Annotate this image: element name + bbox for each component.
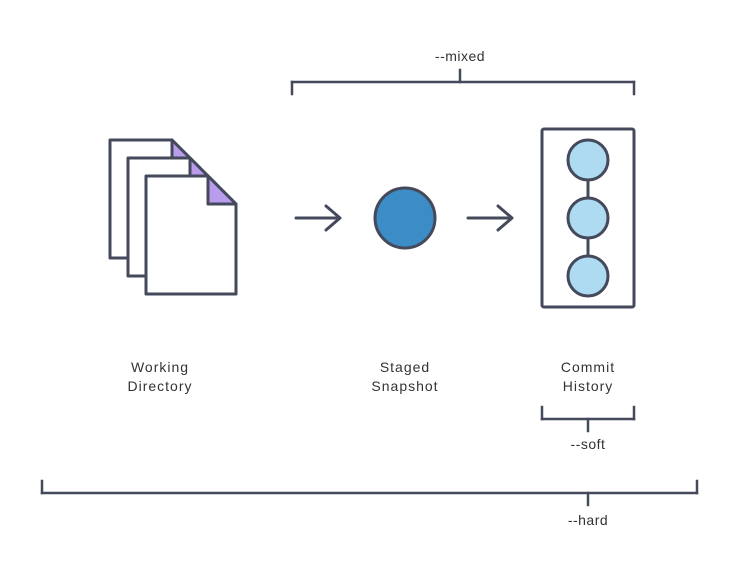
commit-history-label-l2: History [563, 378, 614, 394]
staged-snapshot-label-l1: Staged [380, 359, 430, 375]
working-directory-label-l2: Directory [127, 378, 192, 394]
soft-flag-label: --soft [528, 436, 648, 452]
arrow-staged-to-commit [468, 206, 512, 230]
soft-bracket [542, 407, 634, 431]
staged-snapshot-label: Staged Snapshot [325, 358, 485, 396]
mixed-flag-label: --mixed [400, 48, 520, 64]
commit-history-label-l1: Commit [561, 359, 615, 375]
working-directory-icon [110, 140, 236, 294]
working-directory-label: Working Directory [80, 358, 240, 396]
commit-history-label: Commit History [508, 358, 668, 396]
arrow-working-to-staged [296, 206, 340, 230]
staged-snapshot-icon [375, 188, 435, 248]
mixed-bracket [292, 70, 634, 94]
hard-flag-label: --hard [528, 512, 648, 528]
diagram-canvas [0, 0, 732, 564]
commit-history-icon [542, 129, 634, 307]
staged-snapshot-label-l2: Snapshot [371, 378, 438, 394]
working-directory-label-l1: Working [131, 359, 189, 375]
hard-bracket [42, 481, 697, 505]
